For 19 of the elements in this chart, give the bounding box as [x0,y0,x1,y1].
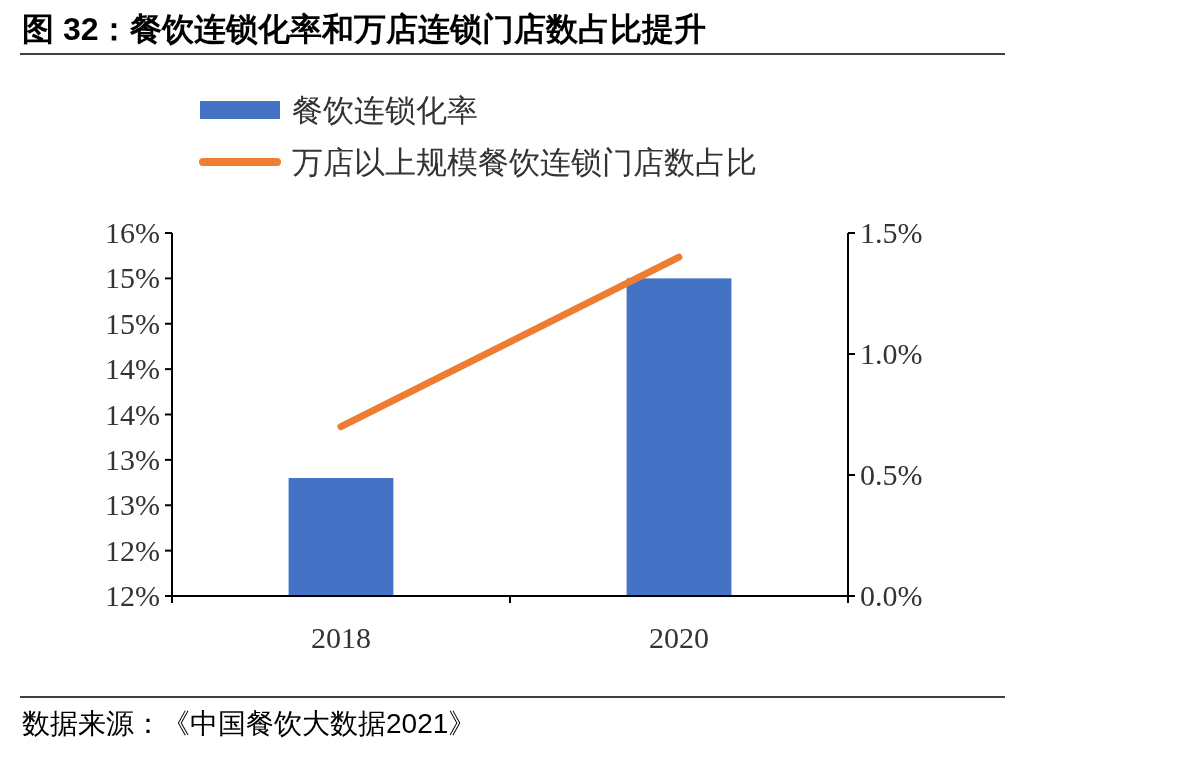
y-tick-label: 14% [105,397,160,431]
x-tick-label: 2020 [649,621,709,654]
y2-tick-label: 1.5% [860,216,923,249]
chart-title: 图 32：餐饮连锁化率和万店连锁门店数占比提升 [22,11,707,47]
y-tick-label: 12% [105,533,160,567]
y-tick-label: 12% [105,579,160,612]
y-tick-label: 13% [105,442,160,476]
y2-tick-label: 0.0% [860,579,923,612]
y2-tick-label: 0.5% [860,458,923,491]
y-tick-label: 15% [105,261,160,295]
y-tick-label: 14% [105,352,160,386]
legend-label: 餐饮连锁化率 [292,93,478,128]
y2-tick-label: 1.0% [860,337,923,370]
y-tick-label: 15% [105,306,160,340]
source-note: 数据来源：《中国餐饮大数据2021》 [22,708,477,739]
y-tick-label: 16% [105,216,160,249]
legend-label: 万店以上规模餐饮连锁门店数占比 [292,145,757,180]
y-tick-label: 13% [105,488,160,522]
x-tick-label: 2018 [311,621,371,654]
